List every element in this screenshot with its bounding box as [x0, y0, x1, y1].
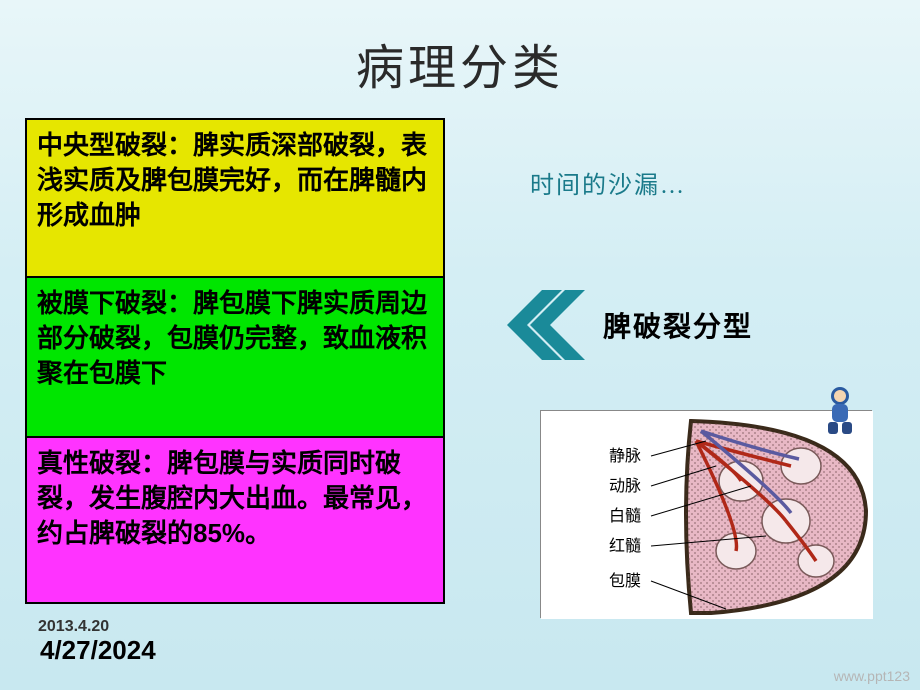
footer-old-date: 2013.4.20	[38, 618, 109, 636]
box-subcapsular-rupture: 被膜下破裂：脾包膜下脾实质周边部分破裂，包膜仍完整，致血液积聚在包膜下	[25, 276, 445, 438]
box3-suffix: 。	[245, 519, 271, 548]
slide: 病理分类 时间的沙漏… 中央型破裂：脾实质深部破裂，表浅实质及脾包膜完好，而在脾…	[0, 0, 920, 690]
diagram-label-artery: 动脉	[609, 477, 641, 495]
diagram-label-capsule: 包膜	[609, 572, 641, 590]
footer-date: 4/27/2024	[40, 635, 156, 666]
box-true-rupture: 真性破裂：脾包膜与实质同时破裂，发生腹腔内大出血。最常见，约占脾破裂的85%。	[25, 436, 445, 604]
arrow-label: 脾破裂分型	[603, 305, 753, 345]
diagram-label-white-pulp: 白髓	[609, 507, 641, 525]
box3-percent: 85%	[193, 518, 245, 548]
arrow-group: 脾破裂分型	[500, 290, 753, 360]
diagram-label-vein: 静脉	[609, 447, 641, 465]
slide-title: 病理分类	[0, 28, 920, 98]
cartoon-figure-icon	[812, 382, 868, 443]
chevron-left-icon	[500, 290, 585, 360]
watermark-text: www.ppt123	[834, 668, 910, 684]
classification-boxes: 中央型破裂：脾实质深部破裂，表浅实质及脾包膜完好，而在脾髓内形成血肿 被膜下破裂…	[25, 118, 445, 604]
diagram-label-red-pulp: 红髓	[609, 537, 641, 555]
box-central-rupture: 中央型破裂：脾实质深部破裂，表浅实质及脾包膜完好，而在脾髓内形成血肿	[25, 118, 445, 278]
decor-hourglass-text: 时间的沙漏…	[530, 165, 686, 200]
